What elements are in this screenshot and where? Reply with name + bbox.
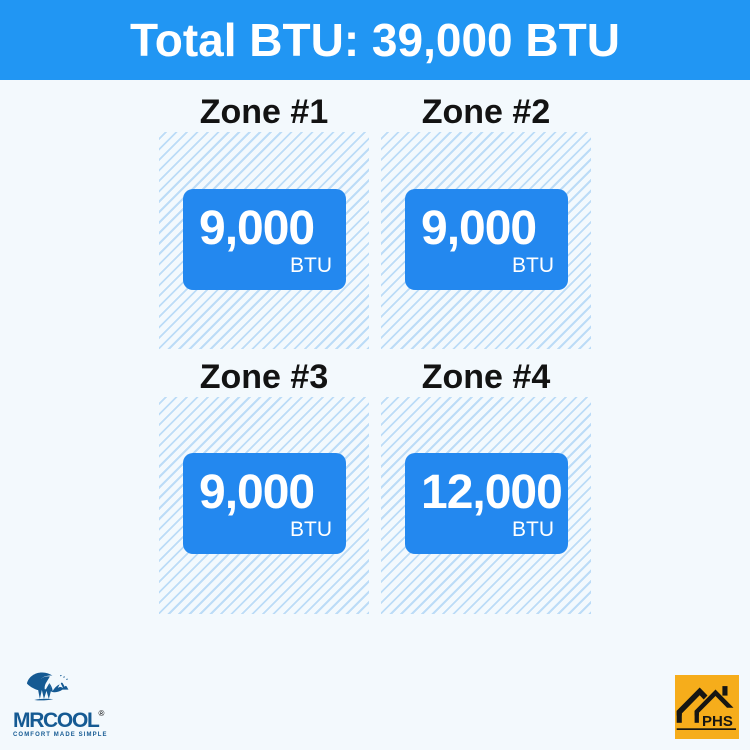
svg-text:PHS: PHS bbox=[702, 713, 733, 730]
